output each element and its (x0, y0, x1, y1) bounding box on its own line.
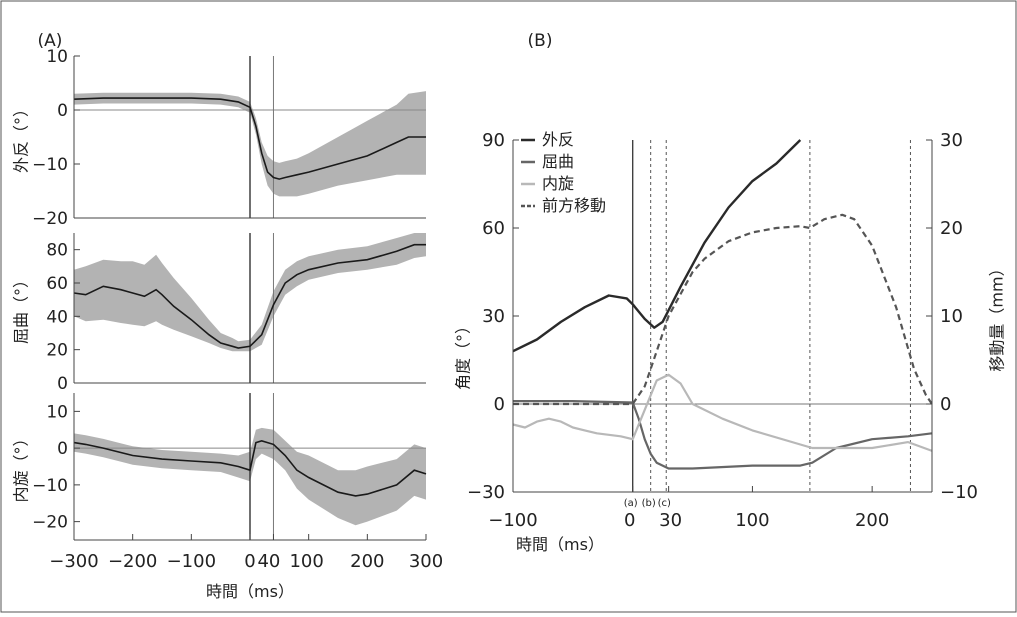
x-tick-label-a-5: 100 (289, 551, 323, 572)
y-tick-label-3-3: 10 (46, 402, 68, 422)
x-tick-label-b-3: 100 (735, 510, 769, 531)
y-tick-label-1-2: 0 (57, 101, 68, 121)
y-tick-label-1-1: −10 (32, 155, 68, 175)
y-tick-label-right-b-4: 30 (940, 130, 963, 151)
panel-label-b: (B) (528, 31, 553, 51)
x-tick-label-a-4: 40 (257, 551, 280, 572)
subplot-2: 0 20 40 60 80 屈曲（°） (12, 233, 426, 394)
x-tick-label-a-6: 200 (350, 551, 384, 572)
y-tick-label-left-b-2: 30 (482, 306, 505, 327)
x-tick-label-a-2: −100 (167, 551, 216, 572)
y-tick-label-right-b-0: −10 (940, 482, 978, 503)
x-tick-label-a-0: −300 (49, 551, 98, 572)
y-tick-label-2-3: 60 (46, 274, 68, 294)
y-tick-label-right-b-1: 0 (940, 394, 951, 415)
y-tick-label-left-b-4: 90 (482, 130, 505, 151)
subplot-1: −20 −10 0 10 外反（°） (12, 47, 426, 229)
x-axis-label-b: 時間（ms） (516, 535, 604, 554)
x-tick-label-b-2: 30 (659, 510, 682, 531)
y-axis-label-2: 屈曲（°） (12, 272, 31, 344)
y-tick-label-3-1: −10 (32, 476, 68, 496)
y-axis-label-1: 外反（°） (12, 101, 31, 173)
series-line-4 (513, 213, 933, 406)
legend-label-0: 外反 (542, 130, 574, 149)
y-tick-label-2-0: 0 (57, 374, 68, 394)
legend-label-1: 屈曲 (542, 152, 574, 171)
y-tick-label-left-b-0: −30 (467, 482, 505, 503)
series-line-2 (513, 400, 933, 470)
y-tick-label-2-1: 20 (46, 341, 68, 361)
series-line-3 (512, 373, 933, 452)
x-ticks-a: −300 −200 −100 0 40 100 200 300 (49, 534, 443, 572)
y-tick-label-right-b-3: 20 (940, 218, 963, 239)
x-tick-label-a-3: 0 (244, 551, 255, 572)
y-tick-label-2-2: 40 (46, 307, 68, 327)
y-axis-label-3: 内旋（°） (12, 430, 31, 502)
event-label-1: (b) (642, 498, 656, 509)
y-tick-label-left-b-3: 60 (482, 218, 505, 239)
mean-line-1 (73, 97, 426, 180)
y-tick-label-3-0: −20 (32, 513, 68, 533)
subplot-3: −20 −10 0 10 内旋（°） (12, 393, 427, 541)
mean-line-3 (73, 439, 427, 497)
x-tick-label-b-1: 0 (624, 510, 635, 531)
event-label-2: (c) (658, 498, 671, 509)
legend-label-3: 前方移動 (542, 196, 606, 215)
x-tick-label-b-0: −100 (488, 510, 537, 531)
panel-label-a: (A) (38, 31, 63, 51)
y-tick-label-left-b-1: 0 (494, 394, 505, 415)
series-line-1 (512, 139, 802, 353)
event-label-0: (a) (624, 498, 638, 509)
y-axis-label-right-b: 移動量（mm） (988, 260, 1007, 371)
panel-a: (A)−20−10010外反（°）020406080屈曲（°）−20−10010… (12, 31, 444, 601)
y-tick-label-3-2: 0 (57, 439, 68, 459)
x-tick-label-a-7: 300 (409, 551, 443, 572)
legend-label-2: 内旋 (542, 174, 574, 193)
x-axis-label-a: 時間（ms） (206, 582, 294, 601)
x-tick-label-b-4: 200 (855, 510, 889, 531)
mean-line-2 (73, 243, 426, 349)
y-axis-label-left-b: 角度（°） (454, 318, 473, 390)
y-tick-label-1-3: 10 (46, 47, 68, 67)
y-tick-label-2-4: 80 (46, 241, 68, 261)
y-tick-label-1-0: −20 (32, 209, 68, 229)
y-tick-label-right-b-2: 10 (940, 306, 963, 327)
x-tick-label-a-1: −200 (108, 551, 157, 572)
sd-band-1 (74, 91, 426, 197)
